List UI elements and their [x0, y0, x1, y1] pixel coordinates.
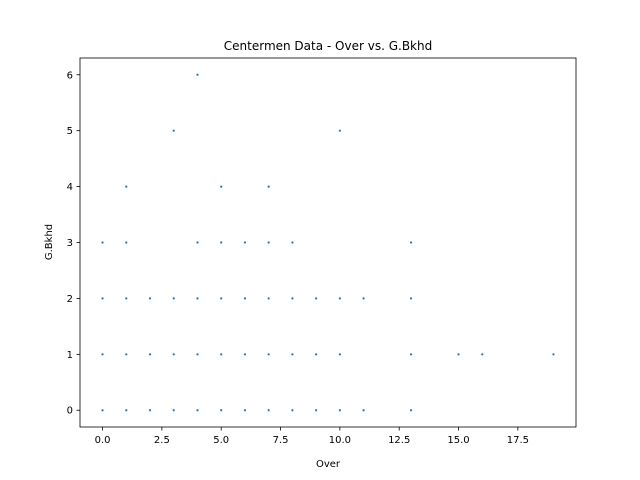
- data-point: [220, 353, 223, 356]
- data-point: [196, 353, 199, 356]
- data-point: [125, 297, 128, 300]
- data-point: [315, 297, 318, 300]
- data-point: [481, 353, 484, 356]
- data-point: [291, 409, 294, 412]
- data-point: [220, 185, 223, 188]
- data-point: [362, 297, 365, 300]
- data-point: [243, 241, 247, 244]
- x-tick-label: 5.0: [213, 435, 229, 446]
- data-point: [148, 297, 152, 300]
- data-point: [243, 353, 247, 356]
- x-tick-label: 0.0: [95, 435, 111, 446]
- data-point: [196, 241, 199, 244]
- data-point: [552, 353, 555, 356]
- y-tick-label: 4: [67, 182, 73, 193]
- data-point: [196, 73, 199, 76]
- y-tick-label: 1: [67, 350, 73, 361]
- data-point: [267, 185, 270, 188]
- x-tick-label: 15.0: [447, 435, 469, 446]
- data-point: [101, 241, 104, 244]
- y-axis-label: G.Bkhd: [44, 224, 55, 260]
- x-tick-label: 2.5: [154, 435, 170, 446]
- data-point: [338, 353, 341, 356]
- data-point: [148, 409, 152, 412]
- data-point: [125, 185, 128, 188]
- data-point: [172, 129, 175, 132]
- y-tick-label: 0: [67, 406, 73, 417]
- data-point: [267, 353, 270, 356]
- data-point: [409, 297, 413, 300]
- data-point: [243, 297, 247, 300]
- data-point: [409, 409, 413, 412]
- data-point: [101, 297, 104, 300]
- data-point: [409, 353, 413, 356]
- data-point: [172, 353, 175, 356]
- data-point: [291, 241, 294, 244]
- x-axis-label: Over: [316, 459, 341, 470]
- data-point: [172, 297, 175, 300]
- data-point: [362, 409, 365, 412]
- data-point: [220, 241, 223, 244]
- x-ticks: 0.0 2.5 5.0 7.5 10.0 12.5 15.0 17.5: [95, 427, 529, 446]
- chart-title: Centermen Data - Over vs. G.Bkhd: [224, 39, 432, 53]
- y-tick-label: 5: [67, 126, 73, 137]
- data-point: [148, 353, 152, 356]
- data-point: [338, 297, 341, 300]
- data-point: [125, 241, 128, 244]
- plot-frame: [79, 57, 577, 428]
- y-tick-label: 6: [67, 70, 73, 81]
- points-layer: [101, 73, 555, 412]
- data-point: [196, 297, 199, 300]
- data-point: [291, 353, 294, 356]
- data-point: [267, 241, 270, 244]
- data-point: [267, 297, 270, 300]
- data-point: [291, 297, 294, 300]
- x-tick-label: 7.5: [273, 435, 289, 446]
- data-point: [220, 297, 223, 300]
- data-point: [220, 409, 223, 412]
- data-point: [101, 409, 104, 412]
- data-point: [101, 353, 104, 356]
- data-point: [457, 353, 460, 356]
- data-point: [243, 409, 247, 412]
- data-point: [125, 409, 128, 412]
- x-tick-label: 10.0: [329, 435, 351, 446]
- y-tick-label: 3: [67, 238, 73, 249]
- data-point: [315, 353, 318, 356]
- data-point: [172, 409, 175, 412]
- data-point: [409, 241, 413, 244]
- data-point: [125, 353, 128, 356]
- x-tick-label: 17.5: [507, 435, 529, 446]
- y-tick-label: 2: [67, 294, 73, 305]
- y-ticks: 0 1 2 3 4 5 6: [67, 70, 80, 417]
- data-point: [338, 129, 341, 132]
- x-tick-label: 12.5: [388, 435, 410, 446]
- data-point: [338, 409, 341, 412]
- data-point: [267, 409, 270, 412]
- data-point: [196, 409, 199, 412]
- data-point: [315, 409, 318, 412]
